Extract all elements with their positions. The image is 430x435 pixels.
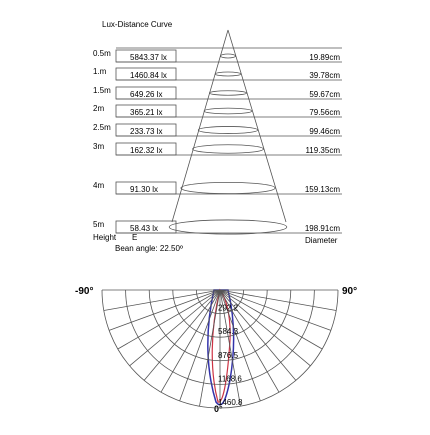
beam-ellipse bbox=[197, 126, 259, 134]
lux-box bbox=[115, 49, 177, 63]
beam-ellipse bbox=[203, 107, 253, 115]
spoke bbox=[108, 289, 221, 331]
cone bbox=[171, 29, 287, 223]
left-label: -90° bbox=[75, 286, 93, 297]
spoke bbox=[219, 289, 297, 381]
height: 1.5m bbox=[93, 86, 111, 95]
curve-c0 bbox=[207, 289, 235, 406]
lux: 58.43 lx bbox=[130, 224, 158, 233]
bottom-label: 0° bbox=[214, 404, 223, 414]
spoke bbox=[219, 289, 311, 367]
ring-label: 1460.8 bbox=[218, 398, 243, 407]
diameter: 119.35cm bbox=[305, 146, 340, 155]
height: 0.5m bbox=[93, 49, 111, 58]
spoke bbox=[199, 289, 221, 407]
spoke bbox=[117, 289, 221, 350]
diameter: 159.13cm bbox=[305, 185, 340, 194]
diameter: 79.56cm bbox=[309, 108, 340, 117]
spoke bbox=[219, 289, 241, 407]
lux-box bbox=[115, 67, 177, 81]
polar-chart bbox=[101, 288, 339, 409]
right-label: 90° bbox=[342, 286, 357, 297]
lux-label: E bbox=[132, 233, 137, 242]
lux: 649.26 lx bbox=[130, 90, 162, 99]
height: 4m bbox=[93, 181, 104, 190]
spoke bbox=[219, 289, 323, 350]
beam-ellipse bbox=[192, 144, 264, 154]
beam-ellipse bbox=[220, 53, 236, 59]
height: 5m bbox=[93, 220, 104, 229]
spoke bbox=[129, 289, 221, 367]
beam-angle: Bean angle: 22.50º bbox=[115, 244, 183, 253]
beam-ellipse bbox=[208, 90, 247, 96]
diameter: 59.67cm bbox=[309, 90, 340, 99]
diameter: 19.89cm bbox=[309, 53, 340, 62]
height: 2m bbox=[93, 104, 104, 113]
lux: 91.30 lx bbox=[130, 185, 158, 194]
lux-box bbox=[115, 181, 177, 195]
beam-ellipse bbox=[168, 219, 288, 235]
spoke bbox=[219, 289, 261, 402]
height: 3m bbox=[93, 142, 104, 151]
lux: 162.32 lx bbox=[130, 146, 162, 155]
ring-label: 1168.6 bbox=[218, 374, 242, 383]
title: Lux-Distance Curve bbox=[102, 20, 173, 29]
spoke bbox=[103, 289, 221, 311]
spoke bbox=[219, 289, 332, 331]
height: 2.5m bbox=[93, 123, 111, 132]
lux-box bbox=[115, 123, 177, 137]
lux-box bbox=[115, 142, 177, 156]
beam-ellipse bbox=[180, 181, 276, 195]
diameter: 198.91cm bbox=[305, 224, 340, 233]
spoke bbox=[179, 289, 221, 402]
lux-box bbox=[115, 220, 177, 234]
height-label: Height bbox=[93, 233, 117, 242]
lux: 1460.84 lx bbox=[130, 71, 167, 80]
diameter: 39.78cm bbox=[309, 71, 340, 80]
ring-label: 876.5 bbox=[218, 351, 239, 360]
ring-label: 584.3 bbox=[218, 327, 239, 336]
lux: 365.21 lx bbox=[130, 108, 162, 117]
diameter-label: Diameter bbox=[305, 236, 338, 245]
ring-label: 292.2 bbox=[218, 304, 239, 313]
lux: 233.73 lx bbox=[130, 127, 162, 136]
lux-box bbox=[115, 104, 177, 118]
diameter: 99.46cm bbox=[309, 127, 340, 136]
height: 1.m bbox=[93, 67, 107, 76]
lux: 5843.37 lx bbox=[130, 53, 167, 62]
spoke bbox=[219, 289, 337, 311]
spoke bbox=[143, 289, 221, 381]
spoke bbox=[219, 289, 280, 393]
spoke bbox=[160, 289, 221, 393]
lux-box bbox=[115, 86, 177, 100]
beam-ellipse bbox=[214, 71, 242, 77]
